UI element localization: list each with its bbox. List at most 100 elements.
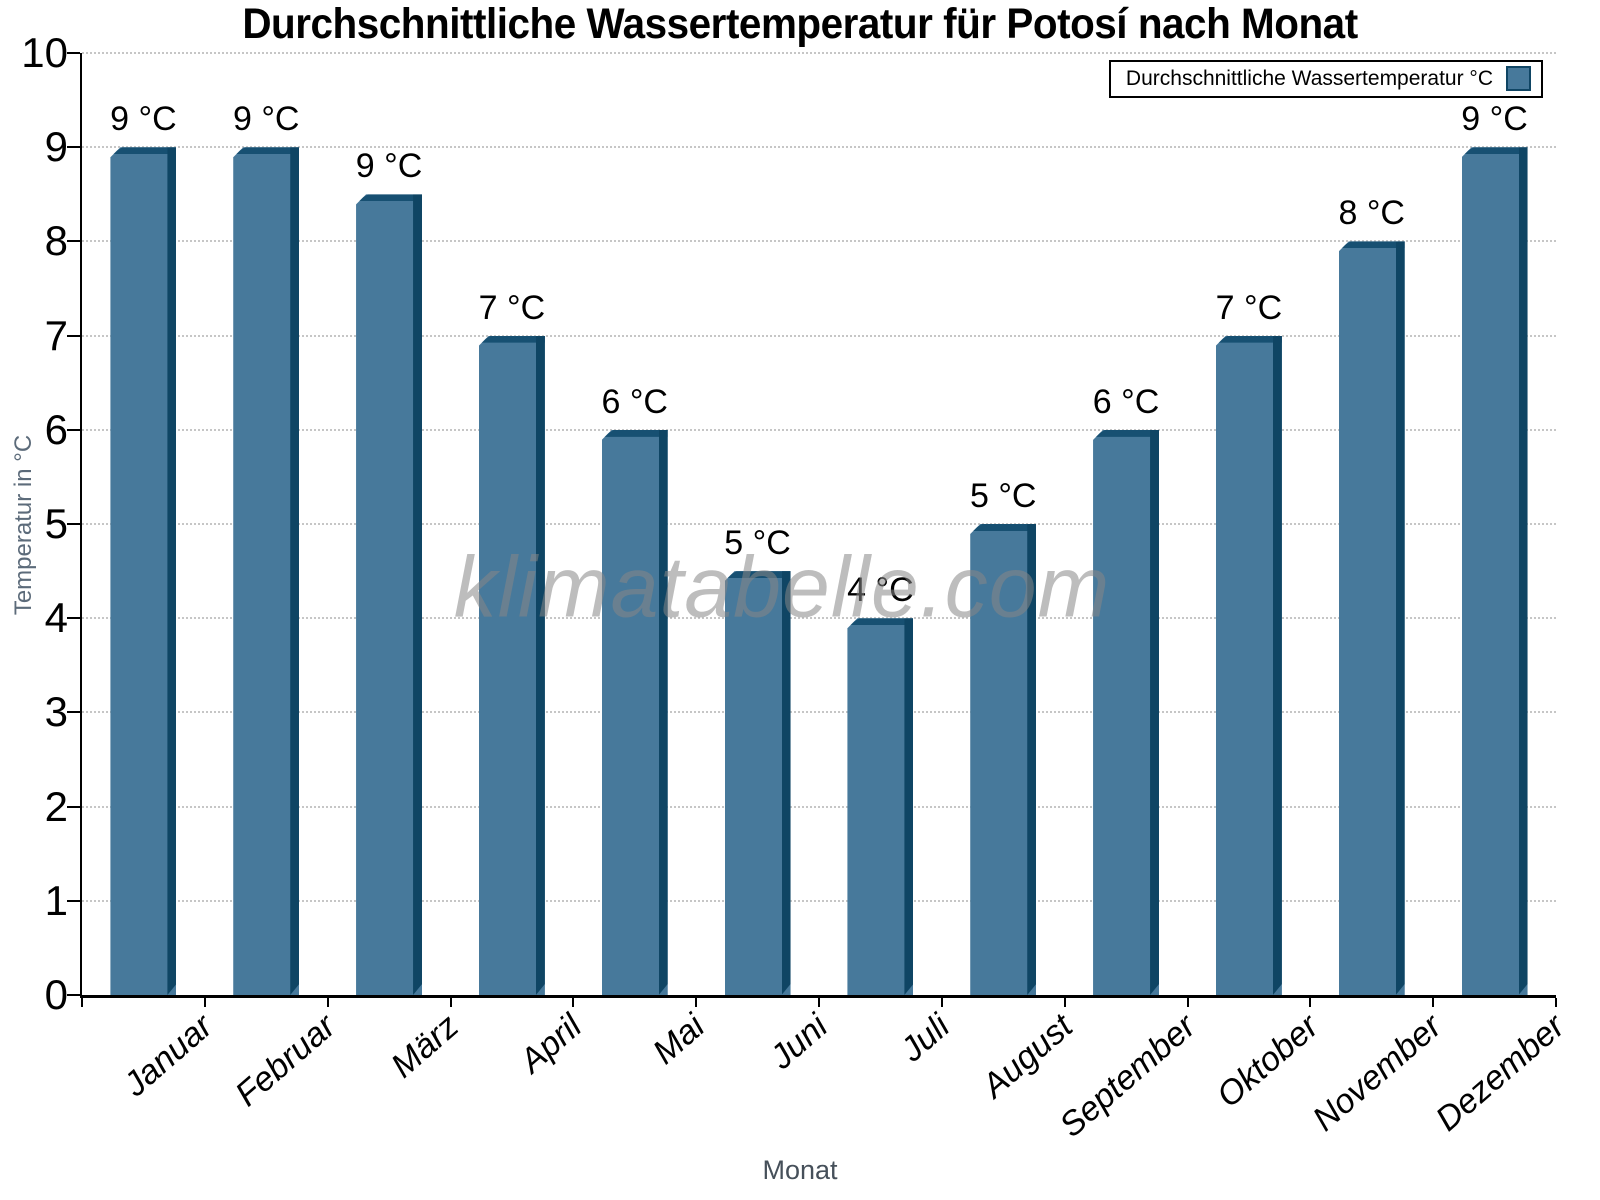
x-tick-label: Mai <box>645 1007 712 1072</box>
bar <box>233 147 300 995</box>
gridline <box>82 428 1556 431</box>
gridline <box>82 146 1556 149</box>
bar-value-label: 5 °C <box>969 477 1037 515</box>
x-axis-tick <box>1186 998 1189 1007</box>
bar-side-shade <box>536 336 545 995</box>
bar-top-bevel <box>1461 147 1528 155</box>
bar-value-label: 9 °C <box>110 100 177 139</box>
bar-value-label: 4 °C <box>847 571 914 610</box>
bar <box>1338 241 1405 995</box>
x-axis-tick <box>449 998 452 1007</box>
y-tick-label: 10 <box>21 29 68 76</box>
y-axis-tick <box>67 805 80 808</box>
y-axis-tick <box>67 994 80 996</box>
bar-side-shade <box>1519 147 1528 995</box>
x-tick-label: Oktober <box>1209 1007 1326 1116</box>
bar-value-label: 7 °C <box>1215 288 1283 327</box>
watermark: klimatabelle.com <box>453 539 1111 636</box>
gridline <box>82 617 1556 620</box>
gridline <box>82 334 1556 337</box>
bar <box>478 335 545 995</box>
y-tick-label: 4 <box>44 594 68 642</box>
x-axis-tick <box>818 998 820 1007</box>
plot-area: 0 1 2 3 4 5 6 7 8 9 10 9 °C Januar 9 °C Februar 9 °C Mär… <box>21 32 1571 1145</box>
gridline <box>82 52 1556 54</box>
bar-top-bevel <box>478 335 545 343</box>
x-axis-tick <box>1432 998 1435 1007</box>
bar-top-bevel <box>847 618 914 626</box>
bar-value-label: 9 °C <box>232 100 300 139</box>
gridline <box>82 711 1556 714</box>
bar-top-bevel <box>724 571 791 579</box>
bar <box>847 618 914 995</box>
bar <box>356 194 423 995</box>
bar-side-shade <box>904 618 913 995</box>
bar-side-shade <box>1150 430 1159 995</box>
legend-label: Durchschnittliche Wassertemperatur °C <box>1125 66 1493 90</box>
bar-slot: 9 °C Januar <box>82 53 220 1104</box>
bar-top-bevel <box>1093 429 1160 437</box>
x-tick-label: Dezember <box>1428 1007 1572 1139</box>
x-axis-tick <box>81 998 83 1007</box>
gridline <box>82 899 1556 902</box>
bar-slot: 9 °C Dezember <box>1428 53 1571 1138</box>
y-tick-label: 1 <box>44 876 68 924</box>
bar-side-shade <box>782 571 791 995</box>
x-tick-label: April <box>512 1007 589 1081</box>
y-axis-tick <box>67 617 80 620</box>
bar-slot: 7 °C April <box>451 53 589 1081</box>
y-tick-label: 0 <box>44 971 68 1018</box>
x-tick-label: März <box>384 1007 466 1086</box>
x-tick-label: November <box>1305 1007 1449 1139</box>
bar-side-shade <box>659 430 668 995</box>
bar-side-shade <box>290 147 299 995</box>
bar-slot: 4 °C Juli <box>819 53 957 1069</box>
x-axis-tick <box>572 998 575 1007</box>
bar-top-bevel <box>1338 241 1405 249</box>
y-axis-tick <box>67 146 80 149</box>
gridline <box>82 240 1556 243</box>
gridline <box>82 805 1556 808</box>
bar-value-label: 5 °C <box>724 524 791 563</box>
y-axis-tick <box>67 52 80 54</box>
bar-value-label: 6 °C <box>1092 382 1160 421</box>
bar-slot: 5 °C August <box>942 53 1080 1105</box>
bar-value-label: 7 °C <box>478 288 546 327</box>
bar-side-shade <box>1396 241 1405 995</box>
y-axis-tick <box>67 428 80 431</box>
bar-slot: 9 °C März <box>328 53 466 1085</box>
x-axis-tick <box>1309 998 1312 1007</box>
x-axis-tick <box>695 998 698 1007</box>
bar <box>970 524 1037 995</box>
bar-top-bevel <box>356 194 423 202</box>
bar <box>1215 335 1282 995</box>
y-tick-label: 6 <box>44 405 68 453</box>
bar-top-bevel <box>1215 335 1282 343</box>
bar-top-bevel <box>970 524 1037 531</box>
y-tick-label: 5 <box>44 500 68 547</box>
bar-top-bevel <box>110 147 177 155</box>
bar <box>1093 429 1160 995</box>
bar <box>724 571 791 995</box>
x-axis-title: Monat <box>762 1155 838 1185</box>
gridline <box>82 523 1556 525</box>
y-axis-tick <box>67 899 80 902</box>
legend-swatch-icon <box>1506 66 1531 91</box>
bar-slot: 8 °C November <box>1305 53 1448 1138</box>
x-axis-tick <box>1063 998 1066 1007</box>
x-axis-tick <box>326 998 329 1007</box>
x-tick-label: Juni <box>762 1007 835 1077</box>
bar-slot: 5 °C Juni <box>696 53 834 1076</box>
bar-top-bevel <box>233 147 300 155</box>
bar <box>110 147 177 995</box>
x-tick-label: August <box>975 1007 1081 1106</box>
bar-value-label: 6 °C <box>601 382 668 421</box>
bar <box>601 429 668 995</box>
bar-slot: 6 °C Mai <box>573 53 711 1072</box>
y-tick-label: 8 <box>44 217 68 265</box>
bar-value-label: 9 °C <box>355 147 423 186</box>
bar-slot: 7 °C Oktober <box>1188 53 1326 1115</box>
chart-title: Durchschnittliche Wassertemperatur für P… <box>242 0 1358 48</box>
x-tick-label: Juli <box>893 1007 958 1070</box>
y-axis-tick <box>67 334 80 337</box>
